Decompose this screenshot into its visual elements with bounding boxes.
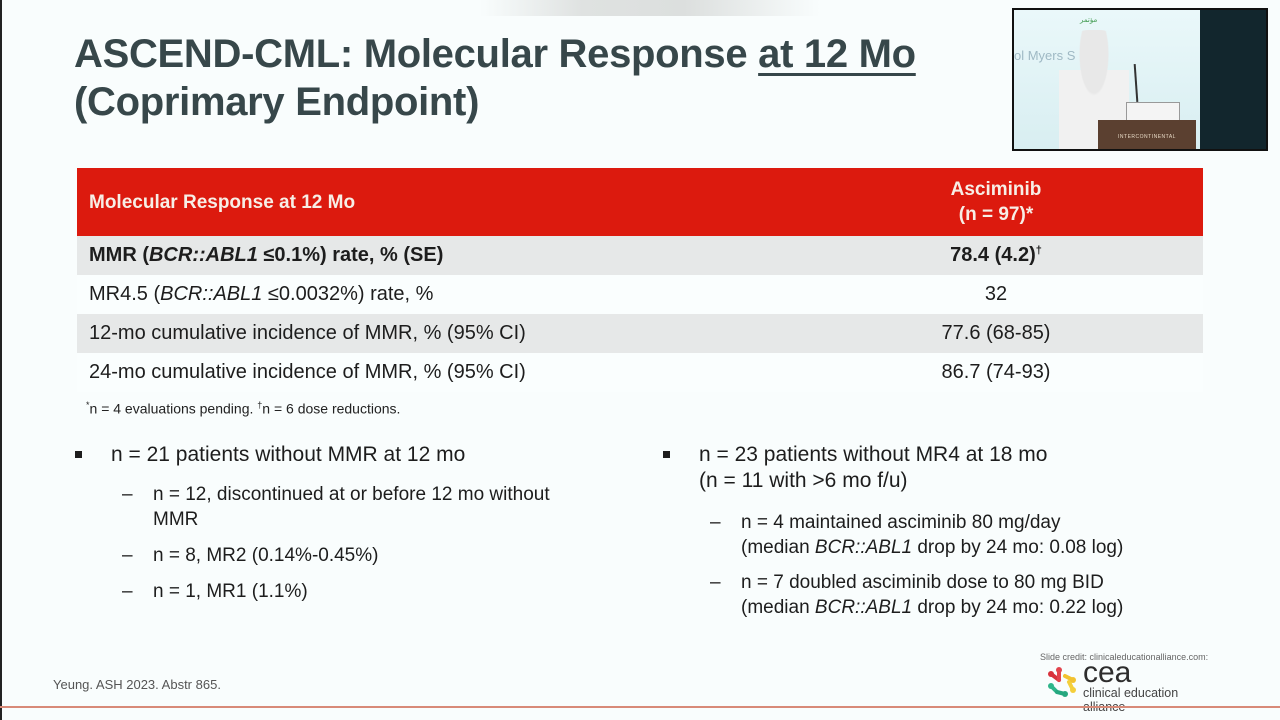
title-underlined: at 12 Mo (758, 32, 916, 76)
dash-icon: – (710, 572, 721, 593)
header-asciminib: Asciminib (n = 97)* (789, 168, 1203, 236)
table-header-row: Molecular Response at 12 Mo Asciminib (n… (77, 168, 1203, 236)
bullet-item: n = 23 patients without MR4 at 18 mo (n … (663, 442, 1203, 494)
dash-icon: – (710, 512, 721, 533)
frame-edge (0, 0, 2, 720)
citation: Yeung. ASH 2023. Abstr 865. (53, 677, 221, 692)
top-glare (480, 0, 820, 16)
cea-logo-mark-icon (1048, 667, 1076, 697)
sub-bullet-item: – n = 12, discontinued at or before 12 mo… (122, 484, 550, 530)
left-bullet-list: n = 21 patients without MMR at 12 mo – n … (75, 442, 575, 604)
table-footnote: *n = 4 evaluations pending. †n = 6 dose … (86, 400, 401, 417)
slide-credit: Slide credit: clinicaleducationalliance.… (1040, 652, 1209, 662)
podium: INTERCONTINENTAL (1098, 120, 1196, 149)
header-measure: Molecular Response at 12 Mo (77, 168, 789, 236)
table-row: 24-mo cumulative incidence of MMR, % (95… (77, 353, 1203, 392)
sub-bullet-item: – n = 4 maintained asciminib 80 mg/day (… (710, 512, 1124, 558)
speaker-video-inset: مؤتمر ol Myers S INTERCONTINENTAL (1012, 8, 1268, 151)
sub-bullet-item: – n = 8, MR2 (0.14%-0.45%) (122, 545, 379, 566)
square-bullet-icon (75, 451, 82, 458)
sub-bullet-item: – n = 7 doubled asciminib dose to 80 mg … (710, 572, 1124, 618)
laptop (1126, 102, 1180, 122)
dash-icon: – (122, 581, 133, 602)
table-row: 12-mo cumulative incidence of MMR, % (95… (77, 314, 1203, 353)
bottom-rule (0, 706, 1280, 708)
logo-wordmark: cea (1083, 656, 1132, 689)
square-bullet-icon (663, 451, 670, 458)
sub-bullet-item: – n = 1, MR1 (1.1%) (122, 581, 308, 602)
cea-logo: cea clinical education alliance (1043, 656, 1223, 714)
table-row: MMR (BCR::ABL1 ≤0.1%) rate, % (SE) 78.4 … (77, 236, 1203, 275)
dash-icon: – (122, 545, 133, 566)
dark-panel (1200, 10, 1266, 149)
logo-fullname: clinical education alliance (1083, 686, 1179, 714)
bullet-item: n = 21 patients without MMR at 12 mo (75, 442, 575, 468)
slide-title: ASCEND-CML: Molecular Response at 12 Mo … (74, 32, 916, 124)
dash-icon: – (122, 484, 133, 505)
table-row: MR4.5 (BCR::ABL1 ≤0.0032%) rate, % 32 (77, 275, 1203, 314)
right-bullet-list: n = 23 patients without MR4 at 18 mo (n … (663, 442, 1203, 620)
response-table: Molecular Response at 12 Mo Asciminib (n… (77, 168, 1203, 392)
